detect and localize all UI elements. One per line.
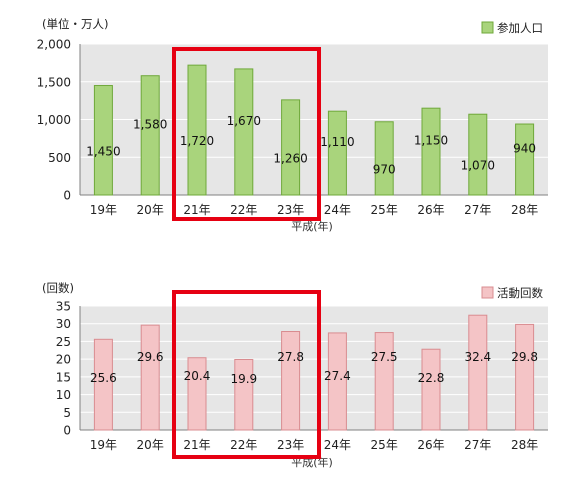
chart1-bar — [281, 99, 301, 196]
chart1-legend-swatch — [481, 21, 494, 34]
chart2-bar — [187, 357, 207, 431]
chart1-data-label: 1,150 — [414, 134, 448, 148]
chart1-bar — [421, 107, 441, 196]
chart2-y-tick-label: 10 — [56, 388, 71, 402]
chart1-x-tick-label: 23年 — [277, 203, 304, 217]
chart1-bar — [187, 64, 207, 196]
chart1-bar — [468, 113, 488, 196]
chart2-bar — [281, 331, 301, 431]
chart2-bar — [140, 324, 160, 431]
chart2-y-tick-label: 15 — [56, 370, 71, 384]
chart2-x-tick-label: 20年 — [137, 438, 164, 452]
chart1-x-tick-label: 22年 — [230, 203, 257, 217]
chart2-data-label: 29.8 — [511, 350, 538, 364]
chart1-data-label: 1,110 — [320, 135, 354, 149]
chart2-x-tick-label: 27年 — [464, 438, 491, 452]
chart2-bar — [468, 314, 488, 431]
chart2-x-tick-label: 19年 — [90, 438, 117, 452]
chart1-legend-label: 参加人口 — [497, 21, 543, 35]
chart2-bar — [374, 332, 394, 431]
chart1-bar — [374, 121, 394, 196]
chart2-x-tick-label: 25年 — [371, 438, 398, 452]
chart1-data-label: 1,580 — [133, 117, 167, 131]
chart1-x-tick-label: 25年 — [371, 203, 398, 217]
chart2-data-label: 32.4 — [464, 350, 491, 364]
chart1-x-tick-label: 21年 — [183, 203, 210, 217]
chart1-bar — [93, 85, 113, 196]
chart2-data-label: 27.8 — [277, 350, 304, 364]
chart1-bar — [140, 75, 160, 196]
chart2-y-tick-label: 20 — [56, 353, 71, 367]
chart1-y-tick-label: 2,000 — [37, 38, 71, 52]
chart2-x-tick-label: 24年 — [324, 438, 351, 452]
chart2-data-label: 29.6 — [137, 350, 164, 364]
chart1-y-tick-label: 0 — [63, 189, 71, 203]
chart2-data-label: 22.8 — [418, 371, 445, 385]
chart2-y-tick-label: 0 — [63, 424, 71, 438]
chart1-x-tick-label: 27年 — [464, 203, 491, 217]
chart2-bar — [515, 323, 535, 431]
chart2-bar — [421, 348, 441, 431]
chart2-x-tick-label: 22年 — [230, 438, 257, 452]
chart1-data-label: 970 — [373, 162, 396, 176]
chart2-x-tick-label: 28年 — [511, 438, 538, 452]
chart1-unit-label: (単位・万人) — [42, 17, 108, 31]
chart1-data-label: 1,070 — [461, 159, 495, 173]
chart2-unit-label: (回数) — [42, 281, 74, 295]
chart1-data-label: 1,450 — [86, 144, 120, 158]
chart1-bar — [515, 123, 535, 196]
chart1-highlight-box — [172, 47, 321, 221]
chart1-x-axis-label: 平成(年) — [291, 219, 333, 233]
chart2-y-tick-label: 30 — [56, 317, 71, 331]
chart2-data-label: 20.4 — [184, 369, 211, 383]
chart2-highlight-box — [172, 290, 321, 459]
chart1-x-tick-label: 26年 — [417, 203, 444, 217]
chart1-data-label: 1,670 — [227, 114, 261, 128]
chart1-bar — [327, 110, 347, 196]
chart2-bar — [93, 338, 113, 431]
chart2-data-label: 27.5 — [371, 350, 398, 364]
chart1-x-tick-label: 20年 — [137, 203, 164, 217]
chart2-bar — [327, 332, 347, 431]
chart1-y-tick-label: 1,000 — [37, 113, 71, 127]
chart1-y-tick-label: 500 — [48, 151, 71, 165]
chart2-data-label: 27.4 — [324, 369, 351, 383]
chart1-x-tick-label: 28年 — [511, 203, 538, 217]
chart2-x-tick-label: 23年 — [277, 438, 304, 452]
chart1-x-tick-label: 19年 — [90, 203, 117, 217]
chart2-legend-swatch — [481, 286, 494, 299]
chart2-data-label: 19.9 — [230, 372, 257, 386]
chart1-y-tick-label: 1,500 — [37, 75, 71, 89]
chart2-x-tick-label: 26年 — [417, 438, 444, 452]
chart2-legend-label: 活動回数 — [497, 286, 543, 300]
chart1-x-tick-label: 24年 — [324, 203, 351, 217]
chart2-y-tick-label: 35 — [56, 300, 71, 314]
chart2-x-tick-label: 21年 — [183, 438, 210, 452]
chart1-data-label: 1,720 — [180, 134, 214, 148]
chart2-y-tick-label: 25 — [56, 335, 71, 349]
chart2-y-tick-label: 5 — [63, 406, 71, 420]
chart2-data-label: 25.6 — [90, 371, 117, 385]
chart2-bar — [234, 358, 254, 431]
chart1-bar — [234, 68, 254, 196]
chart1-data-label: 940 — [513, 142, 536, 156]
chart1-data-label: 1,260 — [273, 151, 307, 165]
